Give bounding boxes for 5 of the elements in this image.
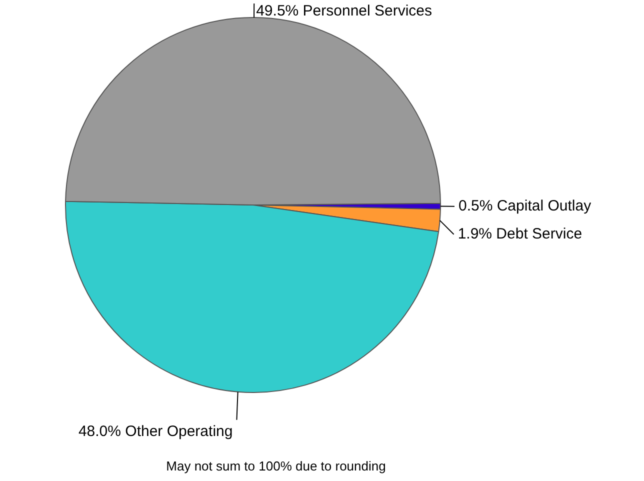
slice-label: 0.5% Capital Outlay	[458, 198, 592, 215]
slice-label: 49.5% Personnel Services	[256, 2, 432, 20]
slice-label: 1.9% Debt Service	[458, 226, 582, 243]
slice-label: 48.0% Other Operating	[78, 423, 233, 440]
text: May not sum to 100% due to rounding	[166, 458, 386, 474]
